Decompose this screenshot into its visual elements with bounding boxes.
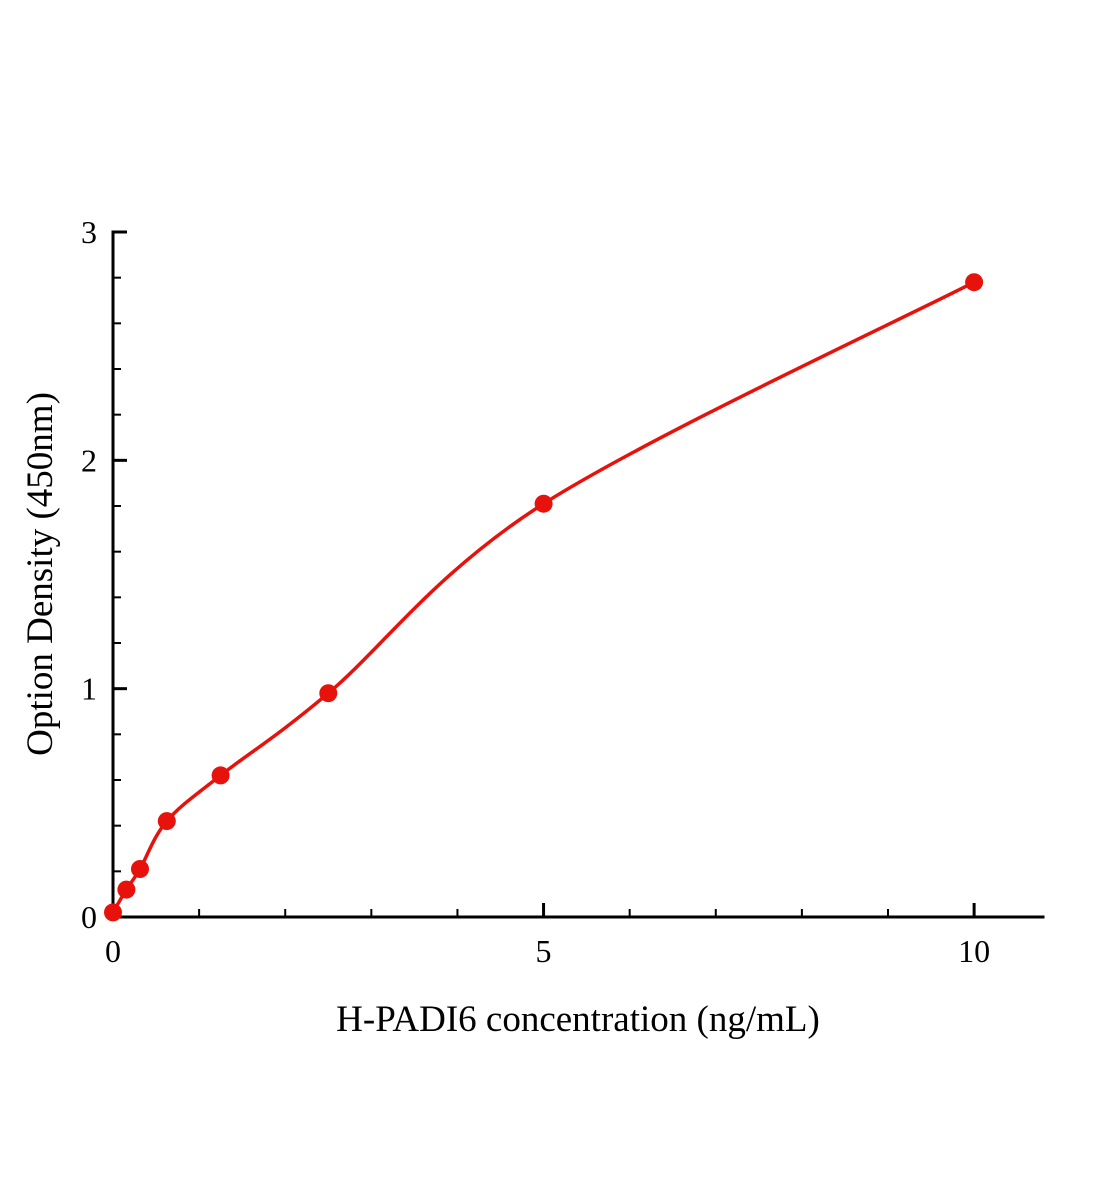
x-tick-label: 5 (536, 933, 552, 969)
data-point-marker (117, 880, 136, 899)
data-series (104, 273, 984, 922)
y-tick-label: 2 (81, 442, 97, 478)
data-point-marker (131, 860, 149, 878)
data-point-marker (211, 766, 230, 785)
data-point-marker (965, 273, 984, 292)
axes: 0 5 10 0 1 2 3 (81, 214, 1045, 969)
y-axis-label: Option Density (450nm) (20, 392, 61, 756)
x-tick-label: 10 (958, 933, 990, 969)
data-point-marker (319, 684, 338, 703)
fit-curve (111, 280, 975, 914)
y-tick-label: 3 (81, 214, 97, 250)
x-tick-label: 0 (105, 933, 121, 969)
y-tick-label: 0 (81, 899, 97, 935)
data-point-marker (534, 494, 553, 513)
x-axis-label: H-PADI6 concentration (ng/mL) (336, 999, 820, 1040)
data-point-marker (157, 812, 176, 831)
y-tick-label: 1 (81, 671, 97, 707)
data-point-marker (104, 903, 122, 922)
